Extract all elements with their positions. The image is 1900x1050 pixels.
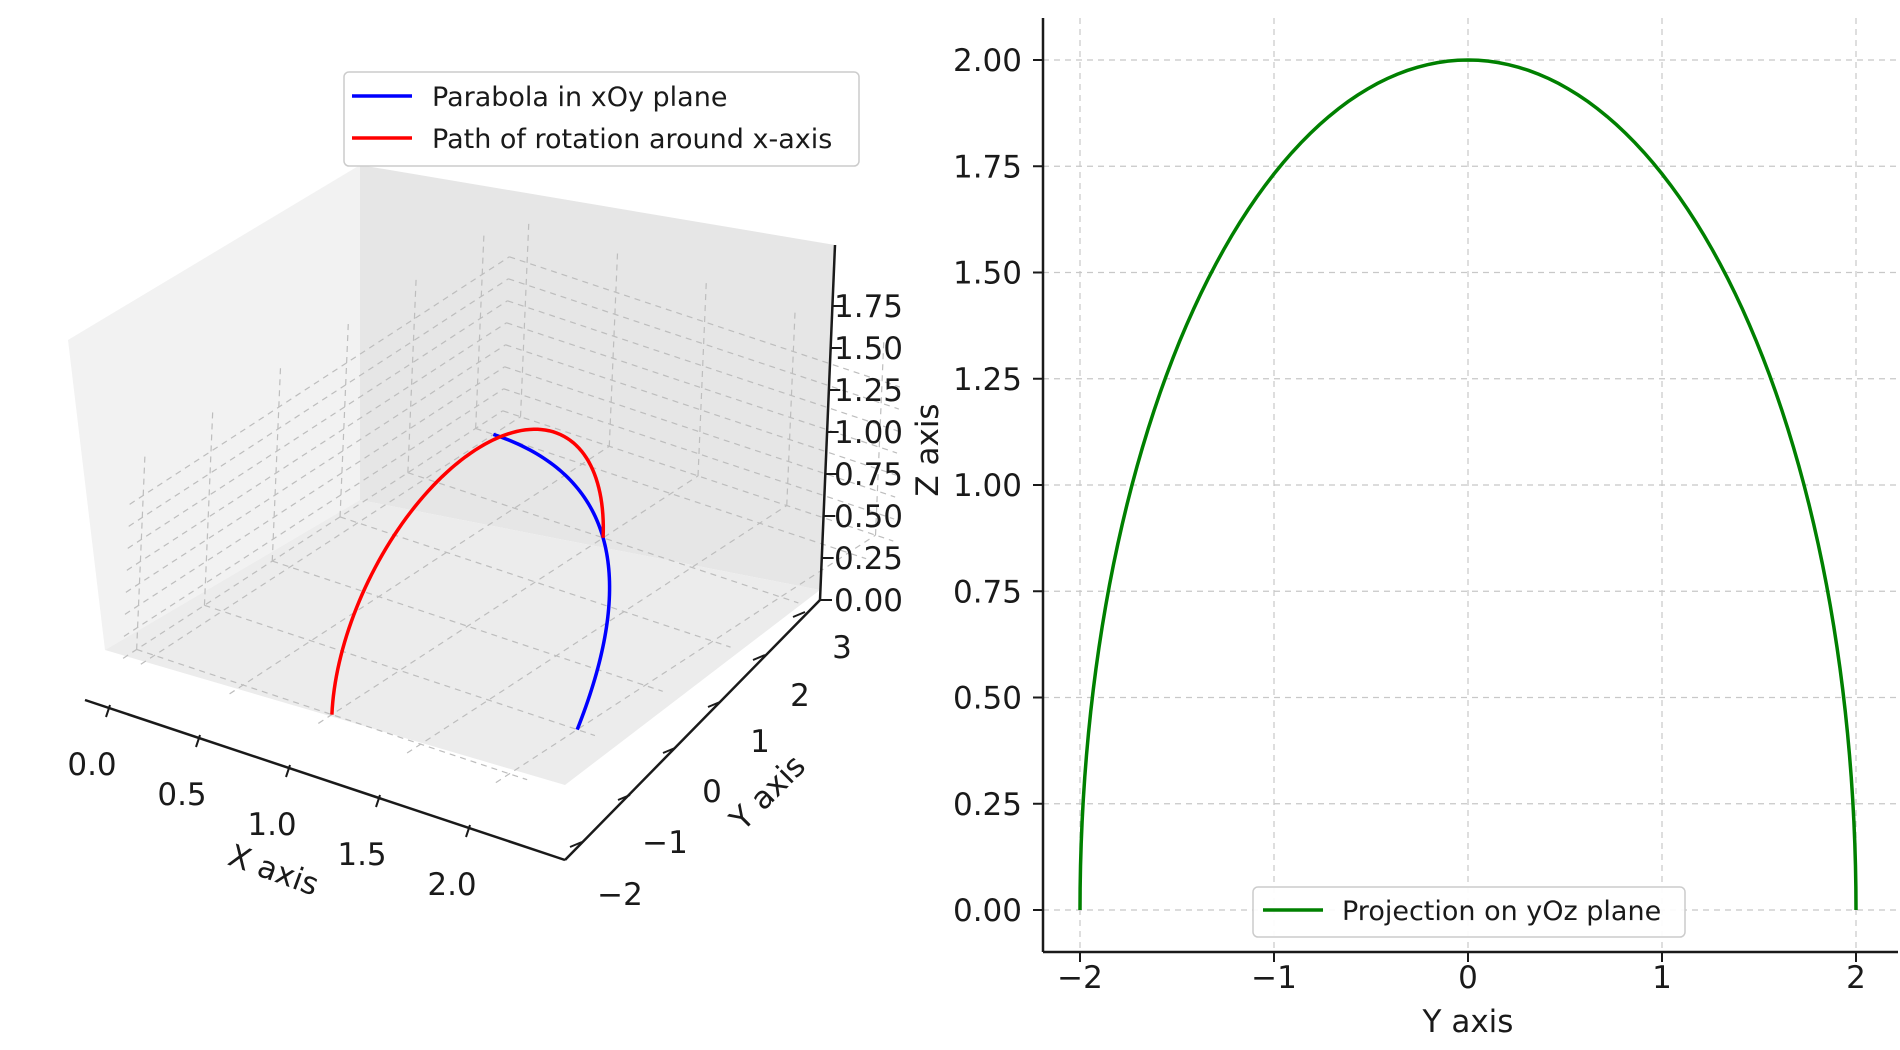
x-tick-label: 2.0 [427, 867, 476, 903]
x-tick-label: 0 [1458, 960, 1478, 996]
y-tick-label: 1 [750, 724, 770, 760]
y-tick-label: 0.00 [953, 893, 1022, 929]
x-tick-label: 1.0 [247, 807, 296, 843]
pane-back-left [68, 165, 360, 650]
floor-gridline [140, 416, 521, 665]
y-tick-label: 1.50 [953, 256, 1022, 292]
legend-2d-frame [1252, 886, 1686, 938]
z-tick-label: 1.25 [834, 373, 903, 409]
legend-3d: Parabola in xOy plane Path of rotation a… [343, 71, 860, 167]
x-tick-label: −2 [1057, 960, 1103, 996]
y-tick-label: 1.00 [953, 468, 1022, 504]
z-axis-label: Z axis [910, 403, 946, 496]
side-gridline [125, 344, 506, 593]
floor-gridline [136, 648, 528, 781]
legend-2d: Projection on yOz plane [1252, 886, 1686, 938]
z-tick-label: 1.50 [834, 331, 903, 367]
y-tick [707, 701, 721, 708]
legend-label-projection: Projection on yOz plane [1342, 896, 1661, 927]
ticks-2d: −2 −1 0 1 2 0.00 0.25 0.50 0.75 1.00 1.25 1.50 1.75 2… [953, 43, 1866, 996]
x-tick-label: 2 [1846, 960, 1866, 996]
y-tick-label: 0.75 [953, 574, 1022, 610]
y-tick-label: 1.75 [953, 149, 1022, 185]
back-gridline [505, 344, 897, 476]
side-gridline [122, 410, 504, 659]
y-tick [752, 654, 766, 661]
back-gridline [507, 300, 899, 432]
x-tick [105, 704, 111, 718]
z-tick-label: 0.50 [834, 499, 903, 535]
x-tick-label: 1 [1652, 960, 1672, 996]
grid-3d [122, 223, 901, 784]
y-tick-label: 0.25 [953, 787, 1022, 823]
z-tick-label: 0.00 [834, 583, 903, 619]
x-tick [465, 824, 471, 838]
y-tick-label: −1 [642, 825, 688, 861]
floor-gridline [318, 475, 699, 724]
floor-gridline [406, 505, 788, 754]
x-tick-label: 0.0 [67, 747, 116, 783]
side-gridline [124, 366, 505, 615]
grid-2d [1043, 18, 1898, 952]
y-tick-label: 0.50 [953, 681, 1022, 717]
x-axis-label-2d: Y axis [1422, 1004, 1514, 1040]
z-axis-line [818, 244, 837, 601]
z-tick-label: 1.75 [834, 289, 903, 325]
z-tick-label: 0.75 [834, 457, 903, 493]
x-tick-label: 1.5 [337, 837, 386, 873]
back-gridline [503, 388, 895, 520]
x-axis-line [84, 698, 566, 862]
floor-gridline [339, 516, 731, 648]
legend-label-rotation-path: Path of rotation around x-axis [432, 124, 832, 155]
y-tick-label: 3 [832, 630, 852, 666]
pane-back-right [360, 165, 835, 590]
x-tick [285, 764, 291, 778]
legend-3d-frame [343, 71, 860, 167]
x-axis-label: X axis [223, 838, 323, 904]
y-tick [662, 747, 676, 754]
floor-gridline [407, 472, 799, 604]
back-gridline [508, 278, 900, 410]
side-gridline [127, 300, 508, 549]
y-axis-line [564, 599, 821, 861]
side-gridline [128, 278, 509, 527]
side-gridline [123, 388, 505, 637]
side-gridline [126, 322, 507, 571]
y-tick-label: 2.00 [953, 43, 1022, 79]
y-tick-label: 0 [702, 774, 722, 810]
back-gridline [502, 410, 894, 542]
plot-2d: −2 −1 0 1 2 0.00 0.25 0.50 0.75 1.00 1.25 1.50 1.75 2… [953, 18, 1898, 1040]
floor-gridline [229, 445, 610, 695]
y-axis-label: Y axis [722, 748, 812, 838]
x-tick [375, 794, 381, 808]
legend-label-parabola: Parabola in xOy plane [432, 82, 727, 113]
back-gridline [504, 366, 896, 498]
floor-gridline [495, 534, 876, 784]
y-tick [569, 841, 583, 848]
floor-gridline [475, 427, 867, 560]
z-tick-label: 1.00 [834, 415, 903, 451]
z-tick-label: 0.25 [834, 541, 903, 577]
x-tick-label: −1 [1251, 960, 1297, 996]
y-tick [617, 794, 631, 801]
floor-gridline [204, 604, 596, 737]
x-tick [195, 734, 201, 748]
y-tick-label: 1.25 [953, 362, 1022, 398]
y-tick-label: 2 [790, 678, 810, 714]
y-tick-label: −2 [597, 877, 643, 913]
back-gridline [509, 256, 901, 388]
y-tick [792, 611, 806, 618]
side-gridline [129, 256, 510, 505]
series-line-rotation-path [330, 427, 606, 715]
x-tick-label: 0.5 [157, 777, 206, 813]
series-line-projection [1078, 58, 1858, 911]
